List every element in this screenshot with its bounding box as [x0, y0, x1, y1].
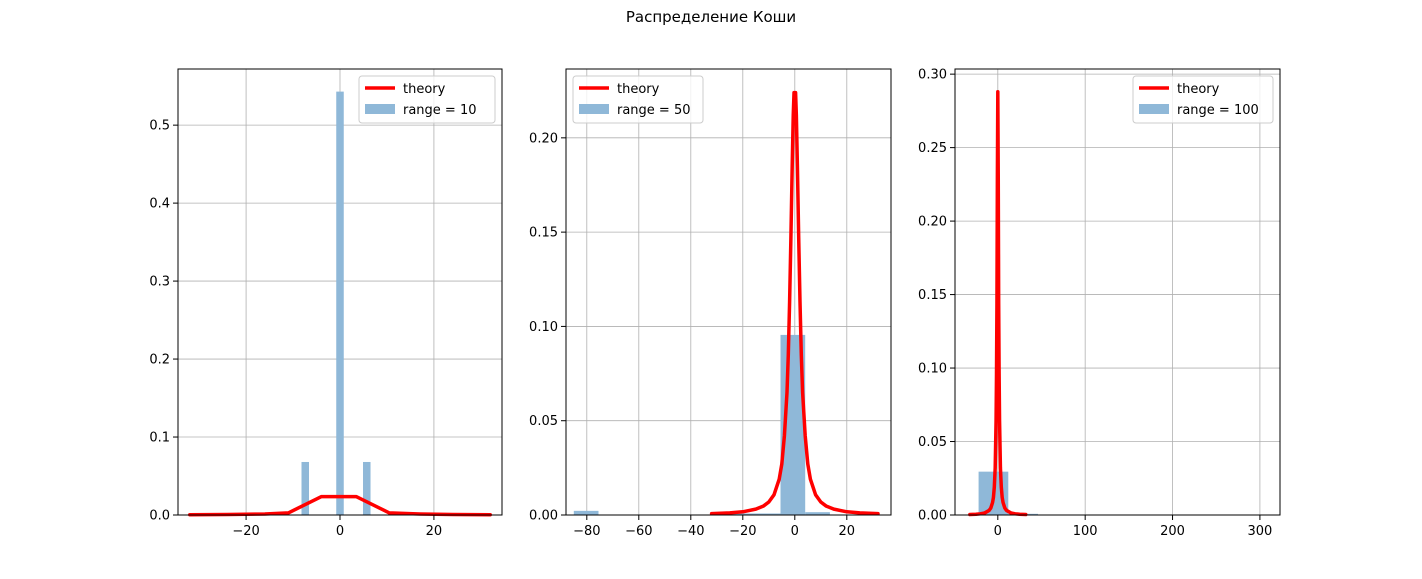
x-tick-label: −40	[677, 524, 704, 539]
histogram-bar	[573, 510, 599, 515]
x-tick-label: −20	[729, 524, 756, 539]
legend-hist-swatch	[365, 104, 395, 114]
histogram-bar	[729, 513, 781, 515]
x-tick-label: 0	[336, 524, 344, 539]
y-tick-label: 0.15	[918, 288, 947, 303]
legend-hist-label: range = 50	[617, 103, 691, 118]
subplot-range-50: −80 −60 −40 −20 0 20 0.00 0.05 0.10 0.15 0.20 theor…	[529, 68, 892, 539]
x-tick-label: −80	[573, 524, 600, 539]
histogram-bar	[336, 91, 344, 516]
histogram-bar	[805, 512, 830, 515]
theory-line	[709, 90, 880, 516]
legend-theory-label: theory	[403, 82, 446, 97]
y-tick-label: 0.4	[149, 197, 170, 212]
x-tick-label: 200	[1160, 524, 1185, 539]
y-tick-label: 0.05	[918, 435, 947, 450]
y-tick-label: 0.15	[529, 226, 558, 241]
subplot-range-10: −20 0 20 0.0 0.1 0.2 0.3 0.4 0.5 theory range = 10	[149, 68, 503, 539]
x-tick-label: 20	[839, 524, 856, 539]
y-tick-label: 0.20	[918, 215, 947, 230]
legend: theory range = 100	[1132, 75, 1274, 124]
legend-hist-swatch	[579, 104, 609, 114]
x-tick-label: 100	[1073, 524, 1098, 539]
y-tick-label: 0.30	[918, 68, 947, 83]
legend-hist-label: range = 10	[403, 103, 477, 118]
y-tick-label: 0.2	[149, 353, 170, 368]
axes-frame	[565, 68, 892, 516]
y-tick-label: 0.25	[918, 141, 947, 156]
y-tick-label: 0.1	[149, 431, 170, 446]
legend: theory range = 50	[572, 75, 704, 124]
theory-line	[187, 494, 493, 517]
legend-theory-label: theory	[617, 82, 660, 97]
x-tick-label: 20	[426, 524, 443, 539]
subplot-range-100: 0 100 200 300 0.00 0.05 0.10 0.15 0.20 0.25 0.30 th…	[918, 68, 1281, 539]
x-tick-label: −20	[232, 524, 259, 539]
x-tick-label: 0	[791, 524, 799, 539]
y-tick-label: 0.00	[529, 509, 558, 524]
legend: theory range = 10	[358, 75, 496, 124]
y-tick-label: 0.10	[529, 320, 558, 335]
x-tick-label: 300	[1247, 524, 1272, 539]
x-tick-label: −60	[625, 524, 652, 539]
y-tick-label: 0.00	[918, 509, 947, 524]
axes-frame	[954, 68, 1281, 516]
figure-title: Распределение Коши	[625, 8, 797, 26]
histogram-bar	[301, 461, 310, 515]
legend-hist-label: range = 100	[1177, 103, 1259, 118]
y-tick-label: 0.5	[149, 119, 170, 134]
y-tick-label: 0.20	[529, 131, 558, 146]
y-tick-label: 0.0	[149, 509, 170, 524]
y-tick-label: 0.05	[529, 414, 558, 429]
x-tick-label: 0	[994, 524, 1002, 539]
legend-hist-swatch	[1139, 104, 1169, 114]
y-tick-label: 0.3	[149, 275, 170, 290]
legend-theory-label: theory	[1177, 82, 1220, 97]
theory-line	[968, 90, 1028, 517]
histogram-bar	[363, 461, 371, 515]
y-tick-label: 0.10	[918, 362, 947, 377]
